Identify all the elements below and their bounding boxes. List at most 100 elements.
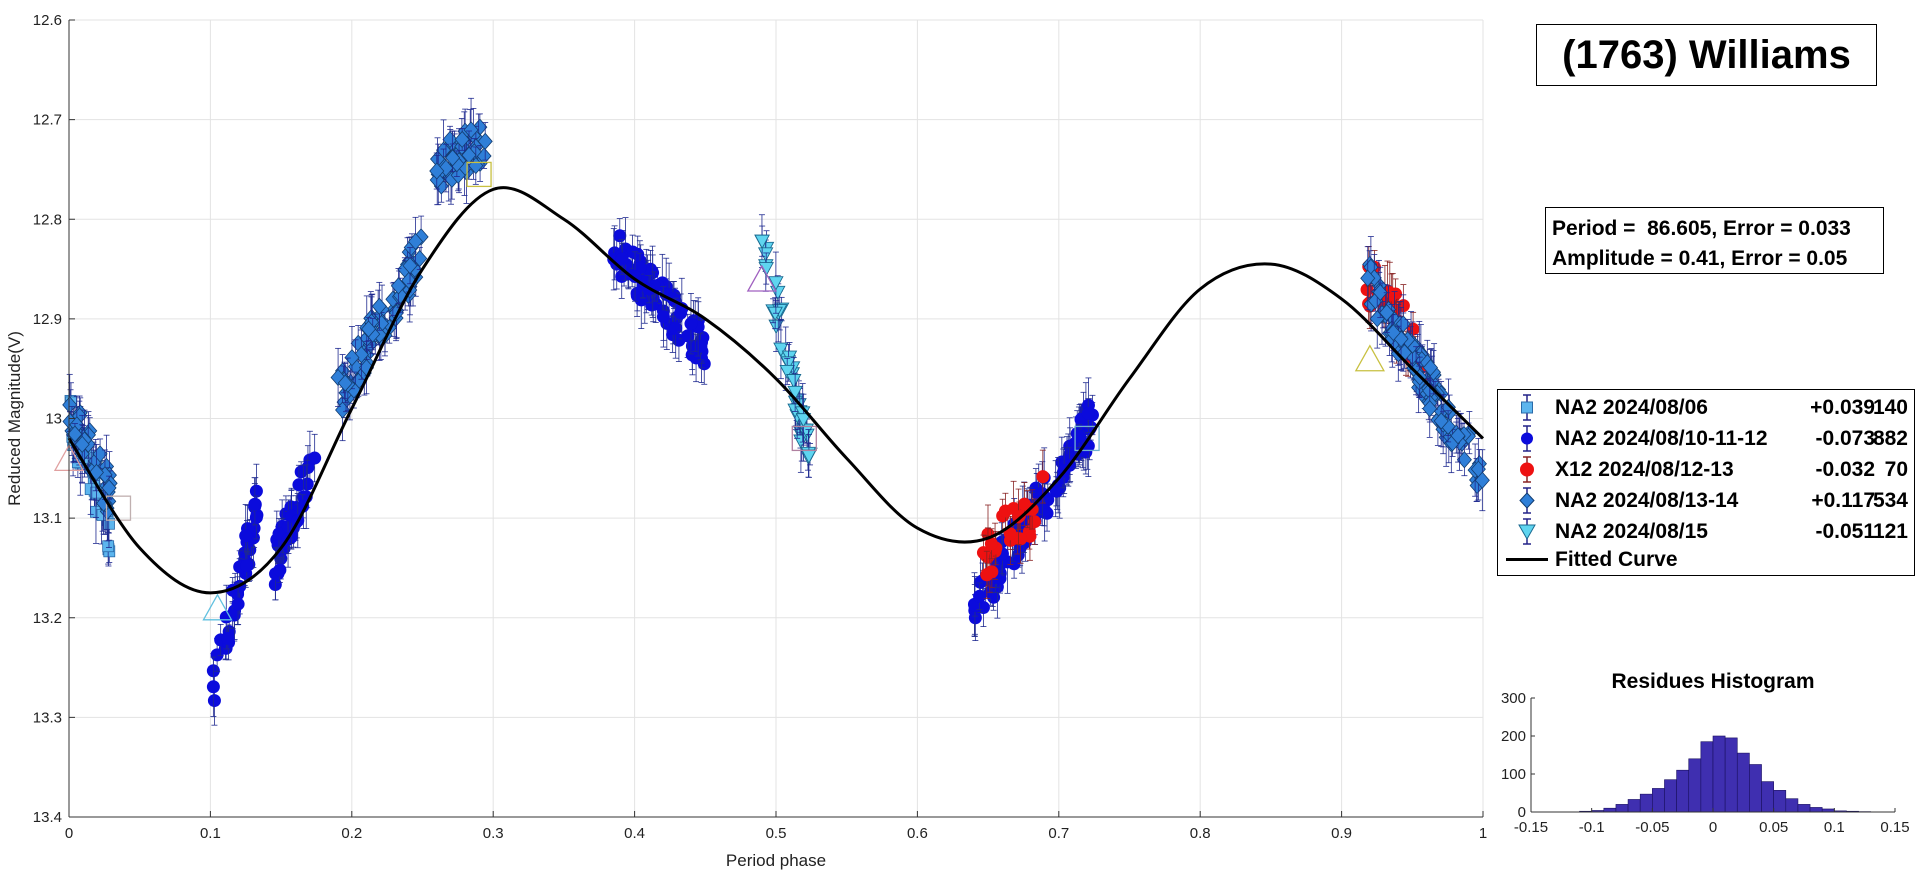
histogram-bar	[1749, 764, 1762, 813]
data-point	[968, 611, 982, 625]
data-point	[780, 356, 797, 371]
data-point	[337, 374, 353, 392]
histogram-bar	[1676, 769, 1690, 813]
histogram-x-tick-label: -0.15	[1514, 819, 1548, 836]
data-point	[74, 435, 90, 453]
histogram-bar	[1615, 804, 1629, 813]
triangle-down-marker-icon	[1518, 518, 1536, 545]
histogram-bar	[1627, 799, 1641, 813]
data-point	[240, 559, 254, 573]
data-point	[779, 364, 795, 380]
x-tick-label: 0.5	[766, 825, 787, 842]
data-point	[1474, 471, 1490, 489]
x-tick-label: 0.7	[1048, 825, 1069, 842]
data-point	[231, 597, 245, 611]
histogram-bar	[1724, 737, 1738, 813]
histogram-x-tick-label: 0.1	[1824, 819, 1845, 836]
reference-marker	[1074, 425, 1100, 452]
x-tick-label: 0.4	[624, 825, 645, 842]
line-icon	[1506, 558, 1548, 561]
square-marker-icon	[1521, 394, 1533, 421]
diamond-marker-icon	[1519, 487, 1535, 514]
legend-label: NA2 2024/08/13-14	[1555, 489, 1739, 512]
legend-label: X12 2024/08/12-13	[1555, 458, 1734, 481]
data-point	[67, 425, 83, 443]
legend: NA2 2024/08/06 +0.039 140 NA2 2024/08/10…	[1497, 389, 1915, 576]
histogram-bar	[1785, 798, 1799, 813]
x-tick-label: 0.9	[1331, 825, 1352, 842]
reference-marker	[466, 161, 492, 188]
data-point	[1385, 323, 1401, 342]
fitted-curve	[67, 186, 1485, 595]
x-tick-label: 0.6	[907, 825, 928, 842]
x-tick-label: 0.8	[1190, 825, 1211, 842]
data-point	[1433, 412, 1449, 430]
data-point	[294, 465, 308, 479]
data-point	[248, 497, 262, 511]
histogram-y-tick-label: 300	[1501, 690, 1526, 707]
data-point	[613, 229, 627, 243]
histogram-x-tick-label: -0.05	[1635, 819, 1669, 836]
data-point	[795, 413, 812, 428]
data-point	[207, 694, 221, 708]
histogram-y-tick-label: 200	[1501, 728, 1526, 745]
y-tick-label: 13.3	[33, 709, 62, 726]
data-point	[226, 608, 240, 622]
histogram-x-tick-label: 0	[1709, 819, 1717, 836]
histogram-bar	[1761, 781, 1774, 813]
data-point	[1379, 304, 1395, 322]
data-point	[390, 277, 407, 295]
data-point	[773, 342, 789, 357]
data-point	[273, 563, 287, 577]
histogram-bar	[1809, 807, 1823, 813]
y-tick-labels: 12.6 12.7 12.8 12.9 13 13.1 13.2 13.3 13.4	[33, 12, 75, 826]
reference-marker	[746, 264, 777, 292]
x-axis-label: Period phase	[726, 851, 826, 870]
histogram-x-tick-label: -0.1	[1579, 819, 1605, 836]
x-tick-label: 1	[1479, 825, 1487, 842]
data-point	[634, 293, 648, 307]
data-point	[754, 234, 770, 250]
legend-count: 70	[1884, 458, 1908, 481]
y-tick-label: 12.7	[33, 112, 62, 129]
data-point	[684, 317, 698, 331]
data-point	[477, 132, 493, 150]
data-point	[402, 257, 418, 275]
data-point	[249, 510, 263, 524]
data-point	[1372, 283, 1388, 302]
histogram-bar	[1736, 752, 1750, 813]
data-point	[429, 162, 445, 180]
residues-histogram: -0.15 -0.1 -0.05 0 0.05 0.1 0.15 0 100 200 300 Resi…	[1501, 670, 1910, 836]
data-point	[292, 478, 306, 492]
y-tick-label: 13.1	[33, 510, 62, 527]
y-tick-label: 12.8	[33, 211, 62, 228]
period-line: Period = 86.605, Error = 0.033	[1552, 217, 1851, 240]
histogram-bar	[1773, 790, 1787, 813]
data-point	[308, 451, 322, 465]
legend-label: NA2 2024/08/15	[1555, 520, 1708, 543]
x-tick-label: 0.2	[341, 825, 362, 842]
y-tick-label: 13.4	[33, 809, 62, 826]
data-point	[1003, 527, 1017, 541]
data-point	[445, 149, 461, 167]
histogram-y-tick-label: 0	[1518, 804, 1526, 821]
legend-offset: +0.117	[1811, 489, 1875, 512]
reference-marker	[1354, 344, 1385, 372]
data-point	[984, 537, 998, 551]
data-point	[1369, 310, 1385, 328]
legend-count: 140	[1872, 396, 1908, 419]
x-tick-label: 0	[65, 825, 73, 842]
circle-marker-icon	[1520, 456, 1534, 483]
data-point	[371, 297, 387, 315]
histogram-bar	[1603, 807, 1617, 813]
histogram-title: Residues Histogram	[1611, 670, 1814, 693]
y-tick-label: 12.6	[33, 12, 62, 29]
histogram-bar	[1639, 793, 1653, 813]
legend-count: 882	[1872, 427, 1908, 450]
data-point	[785, 374, 802, 389]
x-tick-label: 0.3	[483, 825, 504, 842]
data-point	[980, 568, 994, 582]
data-point	[645, 298, 659, 312]
data-point	[412, 249, 428, 268]
histogram-x-tick-label: 0.15	[1880, 819, 1909, 836]
